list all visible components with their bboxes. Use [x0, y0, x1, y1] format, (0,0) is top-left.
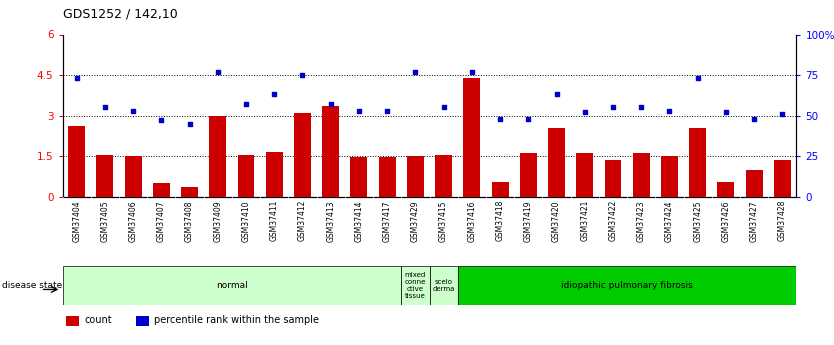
- Bar: [407, 156, 424, 197]
- Text: GSM37426: GSM37426: [721, 200, 731, 242]
- Bar: [520, 154, 537, 197]
- Text: GSM37416: GSM37416: [467, 200, 476, 242]
- Bar: [136, 316, 149, 326]
- Bar: [266, 152, 283, 197]
- Bar: [181, 187, 198, 197]
- Text: GSM37422: GSM37422: [609, 200, 617, 242]
- Text: count: count: [84, 315, 113, 325]
- Point: [494, 116, 507, 121]
- Text: GSM37418: GSM37418: [495, 200, 505, 242]
- Bar: [435, 155, 452, 197]
- Bar: [209, 116, 226, 197]
- Text: GSM37425: GSM37425: [693, 200, 702, 242]
- Point: [268, 92, 281, 97]
- Text: GSM37413: GSM37413: [326, 200, 335, 242]
- Bar: [63, 266, 401, 305]
- Text: GSM37429: GSM37429: [411, 200, 420, 242]
- Point: [239, 101, 253, 107]
- Point: [578, 110, 591, 115]
- Text: GSM37428: GSM37428: [778, 200, 786, 242]
- Text: GSM37423: GSM37423: [636, 200, 646, 242]
- Text: GSM37417: GSM37417: [383, 200, 392, 242]
- Bar: [430, 266, 458, 305]
- Point: [70, 76, 83, 81]
- Point: [437, 105, 450, 110]
- Point: [380, 108, 394, 114]
- Bar: [322, 106, 339, 197]
- Bar: [774, 160, 791, 197]
- Point: [663, 108, 676, 114]
- Bar: [689, 128, 706, 197]
- Point: [635, 105, 648, 110]
- Bar: [124, 156, 142, 197]
- Point: [691, 76, 705, 81]
- Point: [127, 108, 140, 114]
- Text: GDS1252 / 142,10: GDS1252 / 142,10: [63, 8, 178, 21]
- Bar: [605, 160, 621, 197]
- Point: [352, 108, 365, 114]
- Point: [747, 116, 761, 121]
- Bar: [491, 182, 509, 197]
- Bar: [401, 266, 430, 305]
- Text: percentile rank within the sample: percentile rank within the sample: [154, 315, 319, 325]
- Text: GSM37427: GSM37427: [750, 200, 759, 242]
- Point: [98, 105, 112, 110]
- Point: [211, 69, 224, 75]
- Text: GSM37424: GSM37424: [665, 200, 674, 242]
- Bar: [661, 156, 678, 197]
- Bar: [68, 126, 85, 197]
- Text: GSM37408: GSM37408: [185, 200, 194, 242]
- Text: GSM37421: GSM37421: [580, 200, 590, 242]
- Point: [465, 69, 479, 75]
- Text: GSM37405: GSM37405: [100, 200, 109, 242]
- Text: GSM37420: GSM37420: [552, 200, 561, 242]
- Text: mixed
conne
ctive
tissue: mixed conne ctive tissue: [404, 272, 426, 299]
- Point: [409, 69, 422, 75]
- Text: GSM37412: GSM37412: [298, 200, 307, 242]
- Bar: [717, 182, 735, 197]
- Text: scelo
derma: scelo derma: [433, 279, 455, 292]
- Bar: [464, 78, 480, 197]
- Bar: [66, 316, 79, 326]
- Point: [719, 110, 732, 115]
- Point: [154, 118, 168, 123]
- Bar: [97, 155, 113, 197]
- Text: GSM37410: GSM37410: [242, 200, 250, 242]
- Point: [183, 121, 196, 127]
- Point: [324, 101, 338, 107]
- Bar: [379, 157, 395, 197]
- Bar: [294, 113, 311, 197]
- Text: GSM37406: GSM37406: [128, 200, 138, 242]
- Text: GSM37404: GSM37404: [73, 200, 81, 242]
- Text: GSM37415: GSM37415: [440, 200, 448, 242]
- Text: GSM37409: GSM37409: [214, 200, 223, 242]
- Bar: [458, 266, 796, 305]
- Text: disease state: disease state: [2, 281, 62, 290]
- Point: [296, 72, 309, 78]
- Text: GSM37411: GSM37411: [269, 200, 279, 242]
- Text: GSM37419: GSM37419: [524, 200, 533, 242]
- Point: [606, 105, 620, 110]
- Bar: [238, 155, 254, 197]
- Bar: [633, 154, 650, 197]
- Bar: [746, 170, 762, 197]
- Bar: [350, 157, 368, 197]
- Bar: [153, 183, 170, 197]
- Text: idiopathic pulmonary fibrosis: idiopathic pulmonary fibrosis: [561, 281, 693, 290]
- Point: [521, 116, 535, 121]
- Bar: [576, 154, 593, 197]
- Text: GSM37414: GSM37414: [354, 200, 364, 242]
- Text: GSM37407: GSM37407: [157, 200, 166, 242]
- Point: [776, 111, 789, 117]
- Point: [550, 92, 563, 97]
- Bar: [548, 128, 565, 197]
- Text: normal: normal: [216, 281, 248, 290]
